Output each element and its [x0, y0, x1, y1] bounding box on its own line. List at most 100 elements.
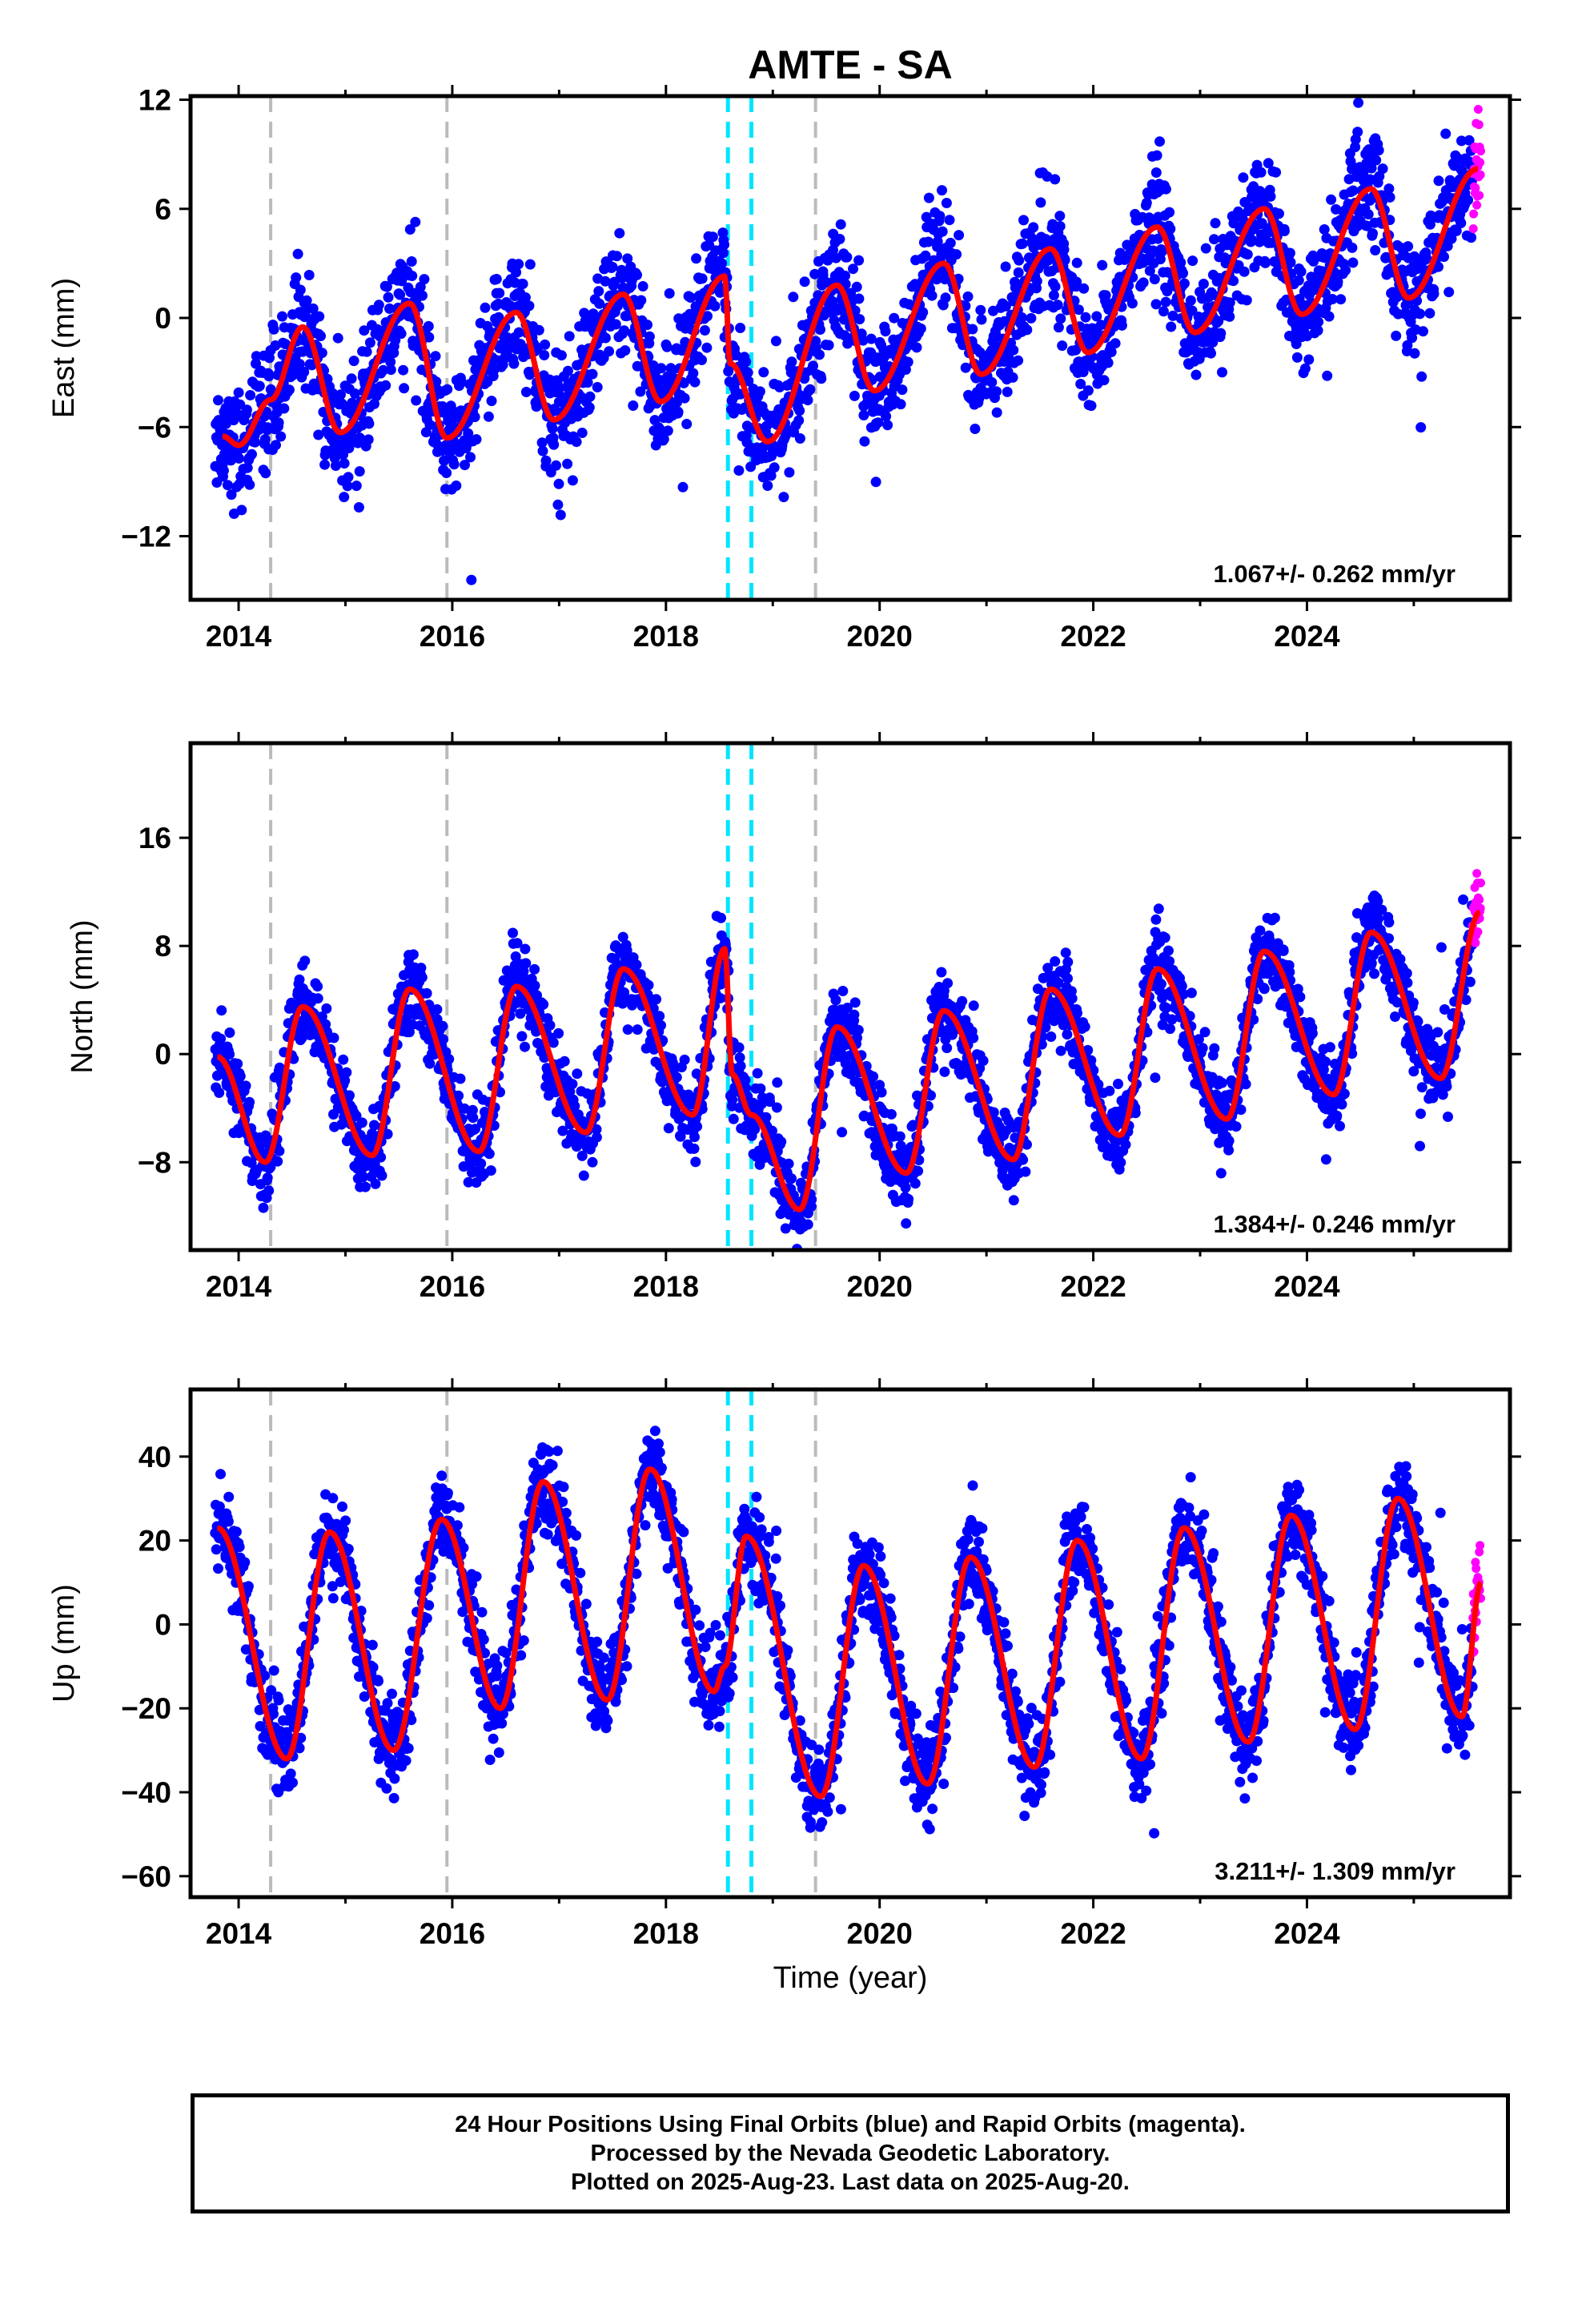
- data-point: [341, 1067, 352, 1078]
- data-point: [1323, 311, 1335, 322]
- data-point: [628, 400, 639, 411]
- data-point: [1000, 261, 1011, 272]
- data-point: [859, 436, 870, 447]
- data-point: [1154, 254, 1166, 265]
- data-point: [742, 367, 753, 378]
- data-point: [1424, 308, 1435, 319]
- data-point: [1291, 339, 1302, 349]
- data-point: [562, 458, 573, 469]
- velocity-rate-label: 1.067+/- 0.262 mm/yr: [1214, 560, 1456, 588]
- data-point: [1352, 127, 1363, 138]
- data-point: [1223, 1136, 1235, 1146]
- data-point: [1313, 316, 1324, 328]
- data-point: [283, 384, 295, 396]
- data-point: [1186, 987, 1197, 999]
- data-point: [407, 271, 418, 281]
- data-point: [991, 407, 1002, 418]
- data-point: [1040, 1022, 1051, 1033]
- data-point: [216, 1005, 227, 1016]
- data-point: [1167, 310, 1178, 321]
- data-point: [967, 324, 978, 335]
- data-point: [894, 1131, 905, 1142]
- data-point: [354, 466, 365, 477]
- data-point: [851, 281, 862, 292]
- data-point: [517, 279, 528, 289]
- data-point: [355, 432, 365, 444]
- panel-frame: [188, 94, 1512, 602]
- data-point: [673, 406, 684, 417]
- data-point: [661, 341, 673, 352]
- data-point: [218, 465, 229, 476]
- data-point: [1054, 221, 1066, 231]
- data-point: [536, 437, 548, 448]
- data-point: [343, 472, 354, 483]
- data-point: [920, 250, 931, 261]
- data-point: [778, 492, 789, 503]
- data-point: [1200, 243, 1211, 254]
- data-point: [960, 362, 971, 373]
- data-point: [553, 1027, 564, 1039]
- data-point: [1377, 163, 1388, 175]
- data-point: [654, 1011, 665, 1022]
- data-point: [467, 1104, 478, 1116]
- data-point: [643, 979, 654, 991]
- data-point: [335, 389, 346, 400]
- y-axis-title: East (mm): [47, 278, 81, 418]
- data-point: [1066, 993, 1078, 1004]
- data-point: [1363, 209, 1374, 220]
- data-point: [658, 433, 669, 444]
- data-point: [415, 281, 426, 292]
- data-point: [1259, 983, 1270, 995]
- data-point: [1433, 261, 1443, 272]
- data-point: [755, 1083, 766, 1094]
- data-point: [408, 949, 419, 960]
- data-point: [882, 420, 893, 431]
- data-point: [1075, 379, 1086, 389]
- data-point: [840, 270, 850, 281]
- data-point: [251, 351, 262, 362]
- data-point: [313, 429, 324, 440]
- data-point: [1153, 903, 1164, 915]
- data-point: [621, 945, 632, 956]
- data-point: [1141, 197, 1152, 208]
- data-point: [258, 1202, 269, 1213]
- rapid-point: [1475, 191, 1484, 200]
- data-point: [786, 356, 797, 368]
- data-point: [567, 1079, 578, 1090]
- data-point: [1150, 167, 1162, 178]
- data-point: [619, 325, 630, 336]
- data-point: [679, 1054, 690, 1065]
- data-point: [852, 1032, 862, 1043]
- data-point: [808, 360, 818, 372]
- data-point: [576, 428, 588, 438]
- data-point: [1255, 925, 1266, 936]
- data-point: [637, 281, 648, 292]
- data-point: [945, 237, 956, 248]
- data-point: [552, 499, 564, 510]
- data-point: [1002, 386, 1013, 397]
- data-point: [1106, 347, 1117, 357]
- data-point: [1050, 281, 1061, 292]
- data-point: [1178, 278, 1190, 289]
- data-point: [319, 459, 331, 470]
- data-point: [1319, 224, 1330, 235]
- data-point: [1437, 43, 1447, 54]
- data-point: [1175, 257, 1186, 268]
- data-point: [1013, 267, 1024, 278]
- data-point: [423, 320, 434, 332]
- data-point: [339, 458, 350, 469]
- y-tick-label: −6: [138, 411, 171, 444]
- data-point: [576, 1150, 588, 1161]
- data-point: [376, 1170, 387, 1181]
- data-point: [274, 1145, 285, 1156]
- data-point: [554, 382, 565, 393]
- data-point: [385, 364, 396, 376]
- data-point: [1456, 135, 1467, 147]
- data-point: [1299, 363, 1311, 374]
- data-point: [707, 231, 718, 243]
- data-point: [662, 425, 673, 436]
- plot-area: [210, 43, 1485, 600]
- data-point: [870, 476, 881, 488]
